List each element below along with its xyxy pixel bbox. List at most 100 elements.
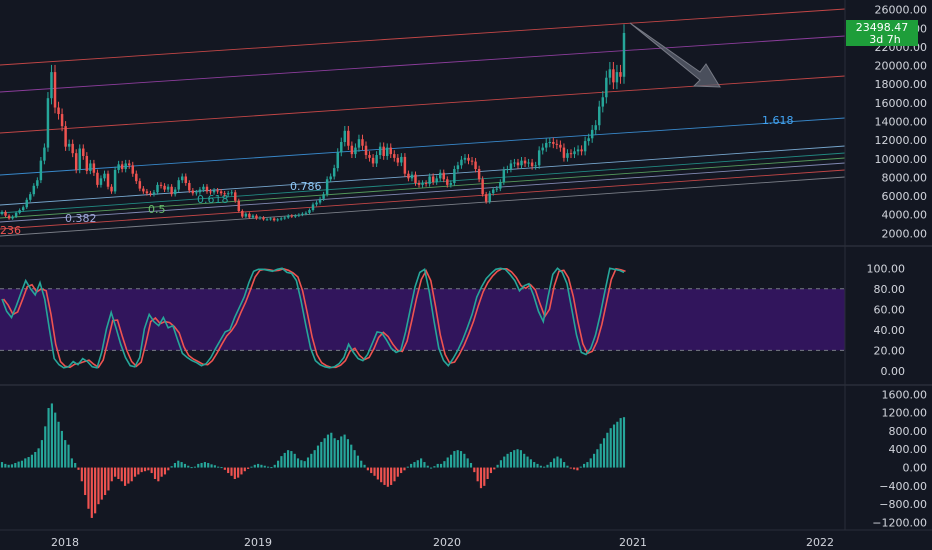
stochastic-tick-label: 0.00	[881, 365, 906, 378]
fib-label-0-618: 0.618	[197, 193, 229, 206]
histogram-bar	[449, 454, 453, 468]
candle	[559, 140, 562, 152]
candle-body	[347, 130, 350, 146]
histogram-bar	[240, 467, 243, 475]
histogram-bar	[336, 440, 340, 468]
candle-body	[396, 157, 400, 163]
candle-body	[438, 172, 442, 179]
candle-body	[336, 152, 339, 169]
overlay-line-4	[0, 145, 846, 206]
candle	[283, 216, 286, 220]
stochastic-axis[interactable]: 0.00 20.00 40.00 60.00 80.00 100.00	[867, 262, 906, 378]
macd-axis[interactable]: −1200.00 −800.00 −400.00 0.00 400.00 800.00 12…	[872, 388, 927, 529]
candle	[135, 170, 138, 184]
candle-body	[569, 153, 573, 155]
histogram-bar	[90, 467, 93, 518]
histogram-bar	[310, 453, 313, 468]
candle	[145, 188, 149, 196]
histogram-bar	[333, 438, 336, 468]
candle	[142, 186, 145, 194]
candle-body	[46, 98, 50, 148]
histogram-bar	[573, 467, 576, 470]
histogram-bar	[529, 459, 532, 468]
candle-body	[216, 190, 219, 192]
time-axis[interactable]: 2018 2019 2020 2021 2022	[51, 536, 834, 549]
candle	[456, 161, 460, 173]
candle-body	[615, 72, 619, 83]
histogram-bar	[267, 466, 270, 468]
histogram-bar	[0, 462, 4, 468]
histogram-bar	[87, 467, 90, 509]
histogram-bar	[203, 462, 206, 468]
candle-body	[156, 184, 159, 193]
candle	[509, 159, 513, 173]
candle	[424, 180, 428, 187]
candle	[304, 211, 308, 216]
candle-body	[21, 207, 25, 211]
candle	[573, 147, 576, 159]
candle-body	[50, 72, 53, 99]
candle-body	[534, 165, 537, 167]
candle-body	[371, 157, 375, 164]
candle-body	[131, 165, 134, 174]
candle	[463, 154, 467, 164]
candle	[347, 125, 350, 150]
candle	[541, 143, 544, 155]
histogram-bar	[44, 426, 47, 468]
candle-body	[329, 176, 332, 180]
candle-body	[545, 142, 548, 148]
histogram-bar	[436, 463, 439, 468]
histogram-bar	[416, 460, 419, 468]
candle	[57, 101, 60, 120]
candle-body	[619, 72, 622, 77]
candle	[74, 149, 78, 174]
overlay-line-3	[0, 117, 846, 176]
histogram-bar	[117, 467, 120, 480]
candle-body	[322, 194, 325, 199]
stochastic-rsi-panel[interactable]	[0, 267, 845, 369]
macd-histogram-panel[interactable]	[0, 403, 626, 518]
candle	[378, 142, 382, 159]
histogram-bar	[383, 467, 386, 485]
candle-body	[598, 106, 601, 126]
candle	[590, 125, 594, 143]
time-tick-label: 2022	[806, 536, 834, 549]
candle-body	[492, 189, 495, 194]
candle	[0, 210, 4, 216]
candle	[279, 217, 283, 221]
histogram-bar	[130, 467, 133, 482]
forecast-arrow[interactable]	[629, 22, 721, 88]
histogram-bar	[110, 467, 113, 482]
histogram-bar	[293, 453, 296, 468]
overlay-line-8	[0, 169, 846, 230]
candle	[191, 188, 195, 196]
candle-body	[99, 178, 103, 185]
candle	[297, 213, 301, 218]
arrow-drawing[interactable]	[629, 22, 721, 88]
candle	[385, 143, 389, 160]
candle	[226, 190, 230, 197]
histogram-bar	[533, 462, 536, 468]
candle-body	[4, 211, 7, 216]
candle-body	[566, 153, 569, 158]
candle-body	[188, 183, 191, 191]
time-tick-label: 2020	[433, 536, 461, 549]
histogram-bar	[536, 463, 539, 468]
candle	[106, 170, 110, 190]
histogram-bar	[80, 467, 83, 482]
histogram-bar	[137, 467, 140, 475]
candle-body	[318, 198, 322, 203]
histogram-bar	[70, 458, 73, 468]
candle-body	[96, 172, 99, 185]
candle-body	[467, 157, 470, 161]
candle	[188, 180, 191, 193]
candle-body	[258, 217, 262, 219]
candle-body	[209, 191, 212, 193]
candle-body	[74, 153, 78, 170]
price-panel[interactable]: 1.618 0.786 0.618 0.5 0.382 236	[0, 8, 846, 237]
candle-body	[212, 190, 216, 193]
candle-body	[559, 144, 562, 148]
candle-body	[488, 193, 491, 202]
histogram-bar	[313, 450, 316, 468]
